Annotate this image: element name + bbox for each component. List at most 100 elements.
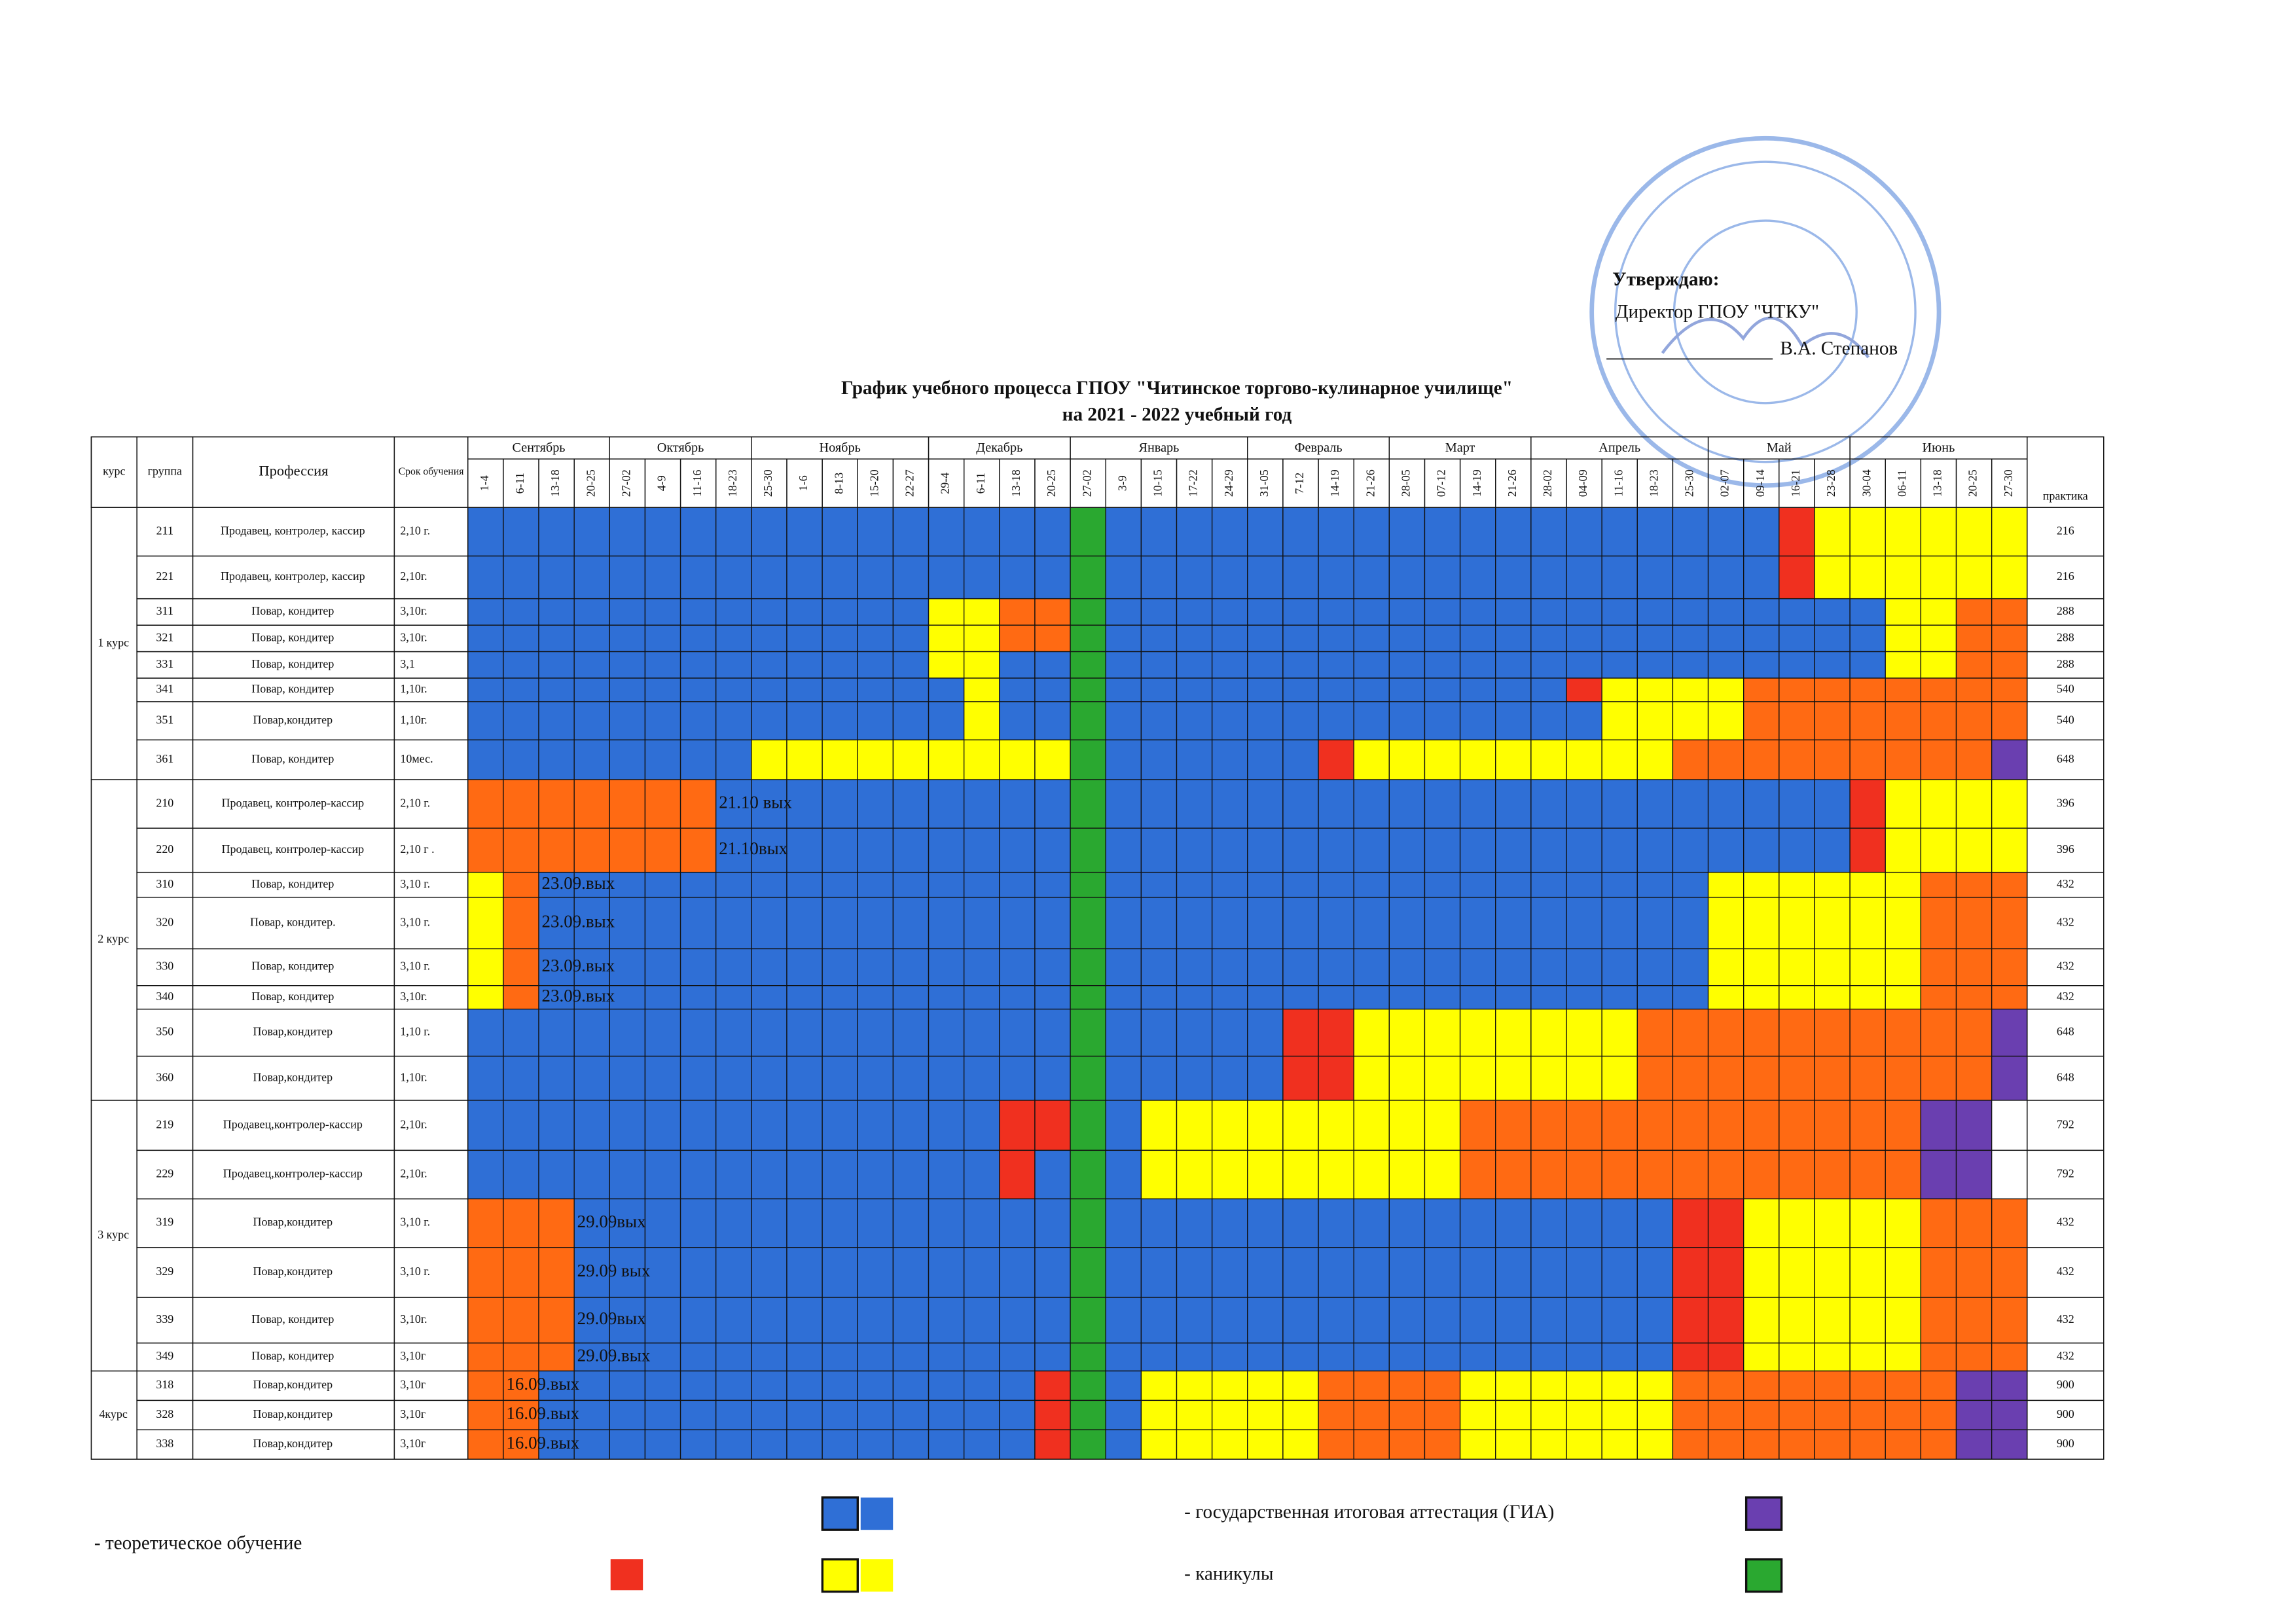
week-status	[1566, 1198, 1602, 1248]
week-status	[1672, 1247, 1709, 1298]
week-status	[1424, 1399, 1461, 1431]
week-status	[1672, 507, 1709, 557]
week-label: 21-26	[1506, 469, 1519, 497]
week-status	[1105, 1343, 1142, 1372]
week-status	[1105, 1247, 1142, 1298]
week-status	[503, 827, 539, 873]
week-status	[786, 624, 823, 653]
week-status	[822, 701, 858, 741]
week-status	[1779, 624, 1815, 653]
week-status	[1424, 1370, 1461, 1401]
week-status	[1282, 507, 1319, 557]
week-status	[1070, 739, 1106, 780]
week-status	[609, 739, 646, 780]
week-status	[822, 779, 858, 829]
week-status	[1388, 651, 1426, 679]
week-status	[751, 1247, 787, 1298]
week-status	[1885, 624, 1922, 653]
week-status	[1070, 1100, 1106, 1151]
week-status	[1105, 555, 1142, 600]
week-status	[679, 827, 717, 873]
week-status	[1991, 1008, 2028, 1057]
week-status	[1636, 1198, 1674, 1248]
week-status	[609, 948, 646, 986]
week-status	[1424, 739, 1461, 780]
week-status	[999, 1297, 1036, 1344]
week-status	[1459, 985, 1496, 1010]
week-status	[1920, 624, 1957, 653]
week-status	[1743, 948, 1780, 986]
week-status	[1211, 1399, 1248, 1431]
week-status	[1814, 507, 1851, 557]
week-status	[1176, 1429, 1213, 1460]
week-status	[1920, 1247, 1957, 1298]
week-status	[1140, 701, 1178, 741]
week-status	[609, 701, 646, 741]
week-status	[786, 1429, 823, 1460]
week-status	[892, 1149, 930, 1200]
week-label: 28-02	[1541, 469, 1554, 497]
legend-gia: - государственная итоговая аттестация (Г…	[1184, 1502, 1554, 1523]
group: 220	[156, 842, 173, 856]
week-status	[1566, 555, 1602, 600]
week-status	[892, 507, 930, 557]
week-status	[573, 701, 610, 741]
week-status	[1779, 948, 1815, 986]
week-status	[1885, 1429, 1922, 1460]
week-status	[1779, 1008, 1815, 1057]
week-status	[1743, 624, 1780, 653]
week-status	[999, 1100, 1036, 1151]
week-status	[1247, 1100, 1284, 1151]
week-status	[822, 598, 858, 626]
week-status	[1672, 598, 1709, 626]
week-status	[1388, 1100, 1426, 1151]
week-status	[1991, 985, 2028, 1010]
group: 351	[156, 713, 173, 726]
week-status	[538, 624, 575, 653]
week-status	[573, 1100, 610, 1151]
week-status	[1495, 1100, 1532, 1151]
week-status	[1814, 871, 1851, 898]
week-status	[1388, 598, 1426, 626]
week-status	[1601, 1247, 1638, 1298]
week-status	[1779, 701, 1815, 741]
week-status	[1707, 677, 1744, 702]
week-status	[1247, 1343, 1284, 1372]
week-status	[1070, 1055, 1106, 1101]
week-status	[1743, 598, 1780, 626]
week-status	[1636, 1008, 1674, 1057]
week-status	[857, 779, 894, 829]
week-status	[1034, 1055, 1071, 1101]
week-status	[822, 1055, 858, 1101]
week-status	[573, 1247, 610, 1298]
week-status	[892, 871, 930, 898]
profession: Повар, кондитер	[251, 877, 334, 890]
practice: 648	[2057, 1070, 2074, 1083]
week-status	[679, 1198, 717, 1248]
week-status	[822, 1429, 858, 1460]
week-status	[1566, 1100, 1602, 1151]
week-status	[1707, 948, 1744, 986]
week-status	[1920, 948, 1957, 986]
week-status	[1388, 677, 1426, 702]
week-status	[1779, 651, 1815, 679]
week-status	[1779, 1429, 1815, 1460]
practice: 432	[2057, 1265, 2074, 1278]
week-status	[679, 1370, 717, 1401]
week-status	[1211, 1008, 1248, 1057]
term: 2,10г.	[400, 569, 427, 583]
week-status	[1495, 651, 1532, 679]
week-status	[928, 739, 965, 780]
week-status	[573, 651, 610, 679]
week-status	[1743, 1429, 1780, 1460]
week-status	[609, 1100, 646, 1151]
week-status	[1955, 1198, 1993, 1248]
week-status	[892, 985, 930, 1010]
week-status	[715, 985, 752, 1010]
week-status	[751, 1297, 787, 1344]
week-status	[538, 1399, 575, 1431]
week-status	[1247, 651, 1284, 679]
week-status	[1530, 948, 1567, 986]
week-status	[1991, 1429, 2028, 1460]
group: 339	[156, 1312, 173, 1326]
